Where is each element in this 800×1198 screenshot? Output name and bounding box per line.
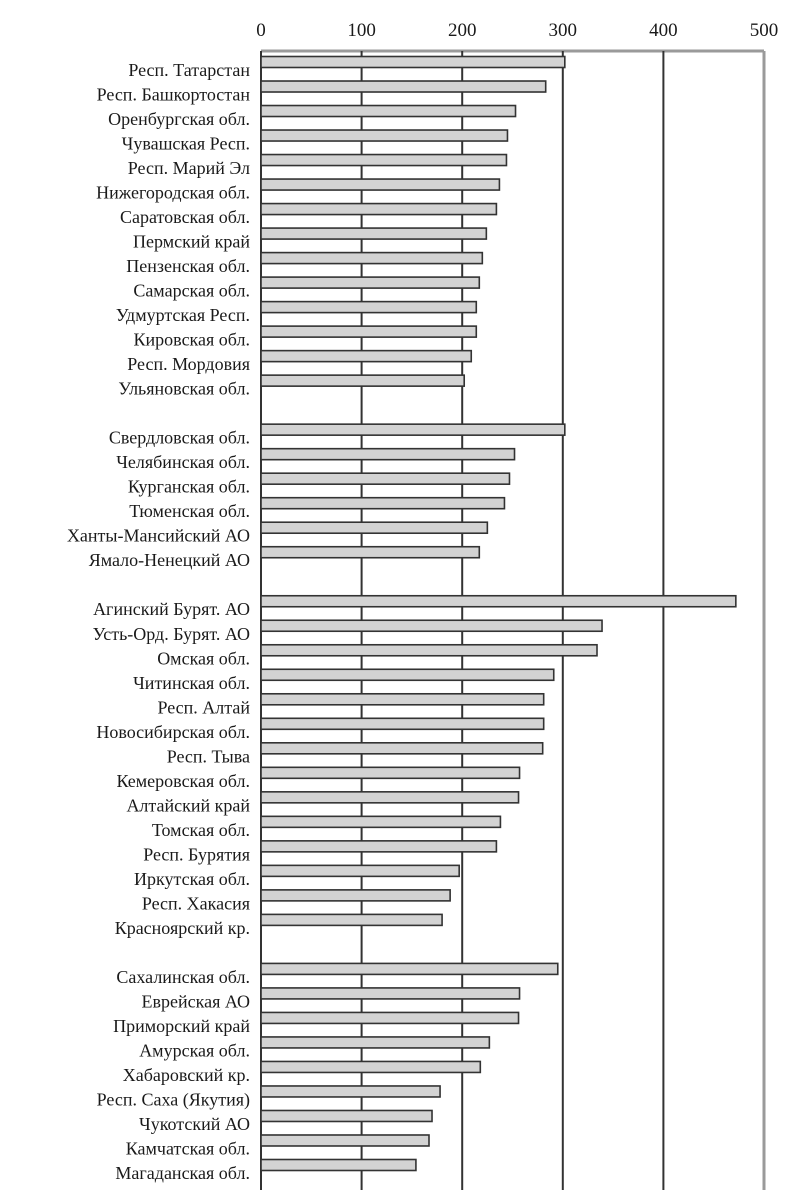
- bar: [260, 1134, 430, 1147]
- bar: [260, 840, 498, 853]
- x-tick-label: 400: [649, 20, 678, 41]
- bar: [260, 668, 555, 682]
- bar: [260, 717, 545, 731]
- x-tick-label: 500: [750, 20, 779, 41]
- bar: [260, 227, 488, 240]
- bar: [260, 962, 559, 976]
- bar: [260, 325, 478, 338]
- category-label: Новосибирская обл.: [96, 722, 250, 742]
- bar: [260, 374, 466, 387]
- bar: [260, 1109, 433, 1123]
- bar: [260, 496, 506, 510]
- category-label: Самарская обл.: [133, 281, 250, 301]
- bar: [260, 987, 521, 1000]
- bar: [260, 1011, 520, 1025]
- bar: [260, 80, 547, 93]
- category-label: Респ. Алтай: [157, 697, 250, 717]
- category-label: Респ. Татарстан: [128, 60, 250, 80]
- category-label: Алтайский край: [126, 795, 250, 815]
- category-label: Кемеровская обл.: [116, 771, 250, 791]
- category-label: Красноярский кр.: [115, 918, 250, 938]
- bar: [260, 1085, 441, 1098]
- category-label: Респ. Бурятия: [143, 844, 250, 864]
- category-label: Тюменская обл.: [129, 501, 250, 521]
- category-label: Ямало-Ненецкий АО: [89, 550, 250, 570]
- category-label: Омская обл.: [157, 648, 250, 668]
- bar: [260, 864, 460, 878]
- category-label: Кировская обл.: [134, 330, 250, 350]
- bar: [260, 594, 737, 608]
- bar: [260, 889, 451, 902]
- bar: [260, 521, 489, 535]
- bar: [260, 349, 473, 363]
- bar: [260, 742, 544, 755]
- x-tick-label: 100: [347, 20, 376, 41]
- category-label: Оренбургская обл.: [108, 109, 250, 129]
- category-label: Курганская обл.: [128, 477, 250, 497]
- x-tick-label: 300: [549, 20, 578, 41]
- bar: [260, 202, 498, 216]
- bar: [260, 619, 603, 633]
- category-label: Респ. Хакасия: [142, 893, 250, 913]
- bar: [260, 815, 502, 829]
- category-label: Челябинская обл.: [116, 452, 250, 472]
- bars: [260, 55, 737, 1172]
- category-label: Чувашская Респ.: [122, 134, 250, 154]
- bar: [260, 300, 478, 314]
- x-tick-label: 0: [256, 20, 266, 41]
- category-label: Пермский край: [133, 232, 250, 252]
- category-label: Читинская обл.: [133, 673, 250, 693]
- category-label: Респ. Мордовия: [127, 354, 250, 374]
- bar: [260, 153, 508, 167]
- category-label: Респ. Башкортостан: [97, 85, 251, 105]
- category-label: Чукотский АО: [139, 1114, 250, 1134]
- category-label: Еврейская АО: [142, 991, 250, 1011]
- bar: [260, 104, 517, 118]
- bar: [260, 423, 566, 436]
- bar: [260, 447, 516, 461]
- bar: [260, 1060, 482, 1074]
- category-label: Ханты-Мансийский АО: [67, 526, 250, 546]
- category-label: Томская обл.: [152, 820, 250, 840]
- x-tick-labels: 0 100 200 300 400 500: [256, 20, 778, 41]
- category-label: Хабаровский кр.: [123, 1065, 250, 1085]
- bar: [260, 129, 509, 142]
- x-tick-label: 200: [448, 20, 477, 41]
- bar: [260, 178, 501, 191]
- category-label: Нижегородская обл.: [96, 183, 250, 203]
- category-label: Удмуртская Респ.: [116, 305, 250, 325]
- category-label: Магаданская обл.: [115, 1163, 250, 1183]
- bar: [260, 791, 520, 804]
- category-label: Камчатская обл.: [126, 1138, 250, 1158]
- category-label: Ульяновская обл.: [118, 379, 250, 399]
- bar: [260, 913, 443, 927]
- bar: [260, 251, 484, 265]
- category-label: Респ. Тыва: [167, 746, 250, 766]
- bar: [260, 472, 511, 485]
- category-label: Респ. Марий Эл: [128, 158, 250, 178]
- bar: [260, 1158, 417, 1172]
- bar: [260, 692, 545, 706]
- category-label: Свердловская обл.: [109, 428, 250, 448]
- category-labels: Респ. Татарстан Респ. Башкортостан Оренбур…: [67, 60, 250, 1183]
- bar: [260, 545, 481, 559]
- category-label: Агинский Бурят. АО: [93, 599, 250, 619]
- bar: [260, 276, 481, 289]
- category-label: Сахалинская обл.: [116, 967, 250, 987]
- bar: [260, 1036, 491, 1049]
- bar: [260, 766, 521, 780]
- bar: [260, 643, 598, 657]
- category-label: Иркутская обл.: [134, 869, 250, 889]
- category-label: Амурская обл.: [139, 1040, 250, 1060]
- bar: [260, 55, 566, 69]
- category-label: Саратовская обл.: [120, 207, 250, 227]
- category-label: Пензенская обл.: [126, 256, 250, 276]
- category-label: Респ. Саха (Якутия): [97, 1089, 250, 1110]
- category-label: Усть-Орд. Бурят. АО: [93, 624, 250, 644]
- category-label: Приморский край: [113, 1016, 250, 1036]
